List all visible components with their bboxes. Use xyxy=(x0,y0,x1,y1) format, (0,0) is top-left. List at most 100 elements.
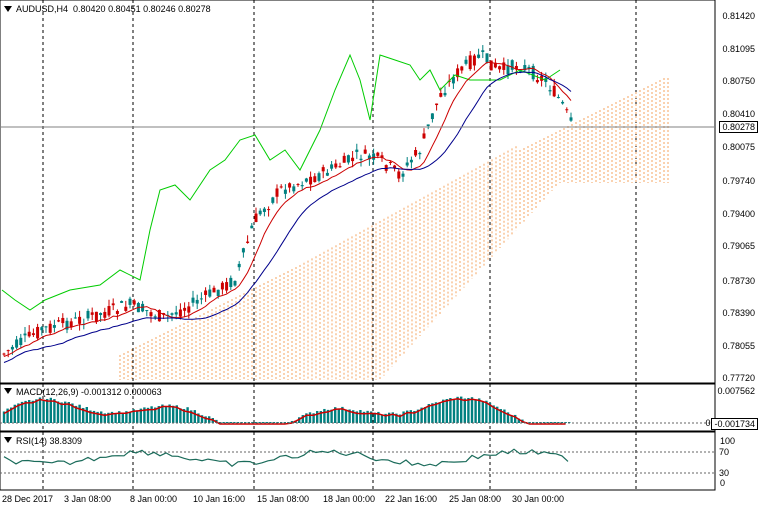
candle-body xyxy=(178,309,182,317)
candle-body xyxy=(73,317,77,319)
macd-bar xyxy=(60,402,63,423)
macd-bar xyxy=(557,422,560,423)
candle-body xyxy=(258,210,262,215)
candle-body xyxy=(166,314,170,316)
rsi-level-100: 100 xyxy=(719,436,735,446)
macd-bar xyxy=(323,408,326,423)
macd-axis-bottom: -0.001734 xyxy=(711,418,758,430)
macd-bar xyxy=(150,406,153,423)
macd-bar xyxy=(290,420,294,423)
macd-bar xyxy=(510,415,513,423)
candle-body xyxy=(334,163,338,168)
rsi-panel-border xyxy=(0,431,716,491)
candle-body xyxy=(435,103,439,106)
candle-body xyxy=(489,60,493,71)
candle-body xyxy=(472,55,476,66)
macd-bar xyxy=(481,401,484,423)
price-axis-label: 0.80075 xyxy=(722,142,755,152)
price-axis-label: 0.78055 xyxy=(722,341,755,351)
macd-bar xyxy=(298,417,301,423)
macd-bar xyxy=(222,422,225,423)
macd-bar xyxy=(204,416,207,423)
candle-body xyxy=(183,307,187,311)
dropdown-triangle-icon[interactable] xyxy=(4,6,12,12)
candle-body xyxy=(330,164,334,169)
candle-body xyxy=(485,53,489,63)
candle-body xyxy=(90,312,94,315)
candle-body xyxy=(556,97,560,99)
kijun-sen-line xyxy=(3,71,572,363)
macd-bar xyxy=(352,410,355,423)
macd-bar xyxy=(197,413,200,423)
candle-body xyxy=(111,303,115,306)
candle-body xyxy=(124,306,128,311)
macd-bar xyxy=(200,415,204,423)
candle-body xyxy=(191,297,195,303)
candle-body xyxy=(409,159,413,163)
macd-bar xyxy=(229,422,232,423)
macd-bar xyxy=(42,400,45,423)
macd-bar xyxy=(262,422,265,423)
candle-body xyxy=(216,289,220,297)
candle-body xyxy=(342,155,346,163)
chikou-span-line xyxy=(1,53,561,311)
date-axis-label: 15 Jan 08:00 xyxy=(257,494,310,504)
candle-body xyxy=(502,62,506,70)
candle-body xyxy=(506,65,510,75)
macd-bar xyxy=(28,399,31,423)
macd-bar xyxy=(82,407,85,423)
candle-body xyxy=(510,60,514,70)
macd-bar xyxy=(49,397,52,423)
candle-body xyxy=(275,188,279,197)
price-axis-label: 0.79065 xyxy=(722,241,755,251)
rsi-line xyxy=(3,448,569,467)
candle-body xyxy=(170,313,174,315)
candle-body xyxy=(426,124,430,127)
macd-bar xyxy=(2,411,6,423)
candle-body xyxy=(372,153,376,160)
macd-bar xyxy=(344,409,348,423)
macd-bar xyxy=(388,412,391,423)
macd-bar xyxy=(434,402,438,423)
candle-body xyxy=(393,165,397,169)
date-axis-label: 30 Jan 00:00 xyxy=(512,494,565,504)
price-axis-label: 0.80750 xyxy=(722,76,755,86)
macd-bar xyxy=(402,411,405,423)
candle-body xyxy=(523,65,527,71)
candle-body xyxy=(443,92,447,96)
candle-body xyxy=(157,310,161,322)
price-axis-label: 0.77720 xyxy=(722,373,755,383)
macd-bar xyxy=(330,409,333,423)
candle-body xyxy=(552,85,556,97)
candle-body xyxy=(359,158,363,161)
candle-body xyxy=(86,310,90,319)
candle-body xyxy=(208,289,212,297)
candle-body xyxy=(292,186,296,192)
candle-body xyxy=(283,189,287,194)
candle-body xyxy=(132,300,136,305)
macd-bar xyxy=(308,412,312,423)
current-price-tag: 0.80278 xyxy=(719,121,758,133)
dropdown-triangle-icon[interactable] xyxy=(4,388,12,394)
macd-bar xyxy=(456,396,459,423)
macd-bar xyxy=(56,401,60,423)
candle-body xyxy=(300,185,304,187)
macd-bar xyxy=(362,411,366,423)
macd-bar xyxy=(46,398,49,423)
macd-bar xyxy=(452,399,456,423)
macd-bar xyxy=(553,422,556,423)
candle-body xyxy=(309,176,313,185)
candle-body xyxy=(94,311,98,322)
candle-body xyxy=(19,337,23,346)
candle-body xyxy=(52,325,56,328)
macd-bar xyxy=(35,399,38,423)
macd-bar xyxy=(380,414,384,423)
date-axis-label: 25 Jan 08:00 xyxy=(449,494,502,504)
macd-bar xyxy=(164,406,168,423)
candle-body xyxy=(220,282,224,290)
candle-body xyxy=(254,213,258,222)
candle-body xyxy=(225,282,229,291)
macd-bar xyxy=(172,405,175,423)
dropdown-triangle-icon[interactable] xyxy=(4,437,12,443)
